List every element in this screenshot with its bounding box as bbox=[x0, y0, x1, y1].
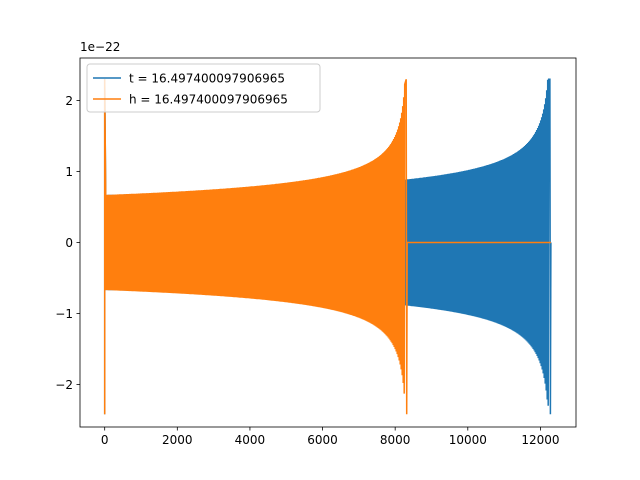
x-tick-label: 12000 bbox=[521, 433, 559, 447]
x-tick-label: 0 bbox=[101, 433, 109, 447]
y-scale-offset-label: 1e−22 bbox=[80, 40, 120, 54]
series-lines bbox=[103, 78, 552, 415]
y-tick-label: −2 bbox=[55, 378, 73, 392]
legend-entry-t: t = 16.497400097906965 bbox=[129, 72, 285, 86]
y-tick-label: 0 bbox=[65, 236, 73, 250]
x-tick-label: 10000 bbox=[449, 433, 487, 447]
legend: t = 16.497400097906965 h = 16.4974000979… bbox=[86, 63, 321, 113]
axis-ticks: 0 2000 4000 6000 8000 10000 12000 −2 −1 0 1 2 bbox=[55, 94, 559, 447]
x-tick-label: 2000 bbox=[162, 433, 193, 447]
y-tick-label: 1 bbox=[65, 165, 73, 179]
series-line-h bbox=[103, 79, 551, 415]
legend-box bbox=[86, 63, 321, 113]
y-tick-label: −1 bbox=[55, 307, 73, 321]
x-tick-label: 4000 bbox=[235, 433, 266, 447]
y-tick-label: 2 bbox=[65, 94, 73, 108]
legend-entry-h: h = 16.497400097906965 bbox=[129, 93, 288, 107]
x-tick-label: 8000 bbox=[380, 433, 411, 447]
series-h bbox=[103, 79, 551, 415]
x-tick-label: 6000 bbox=[307, 433, 338, 447]
